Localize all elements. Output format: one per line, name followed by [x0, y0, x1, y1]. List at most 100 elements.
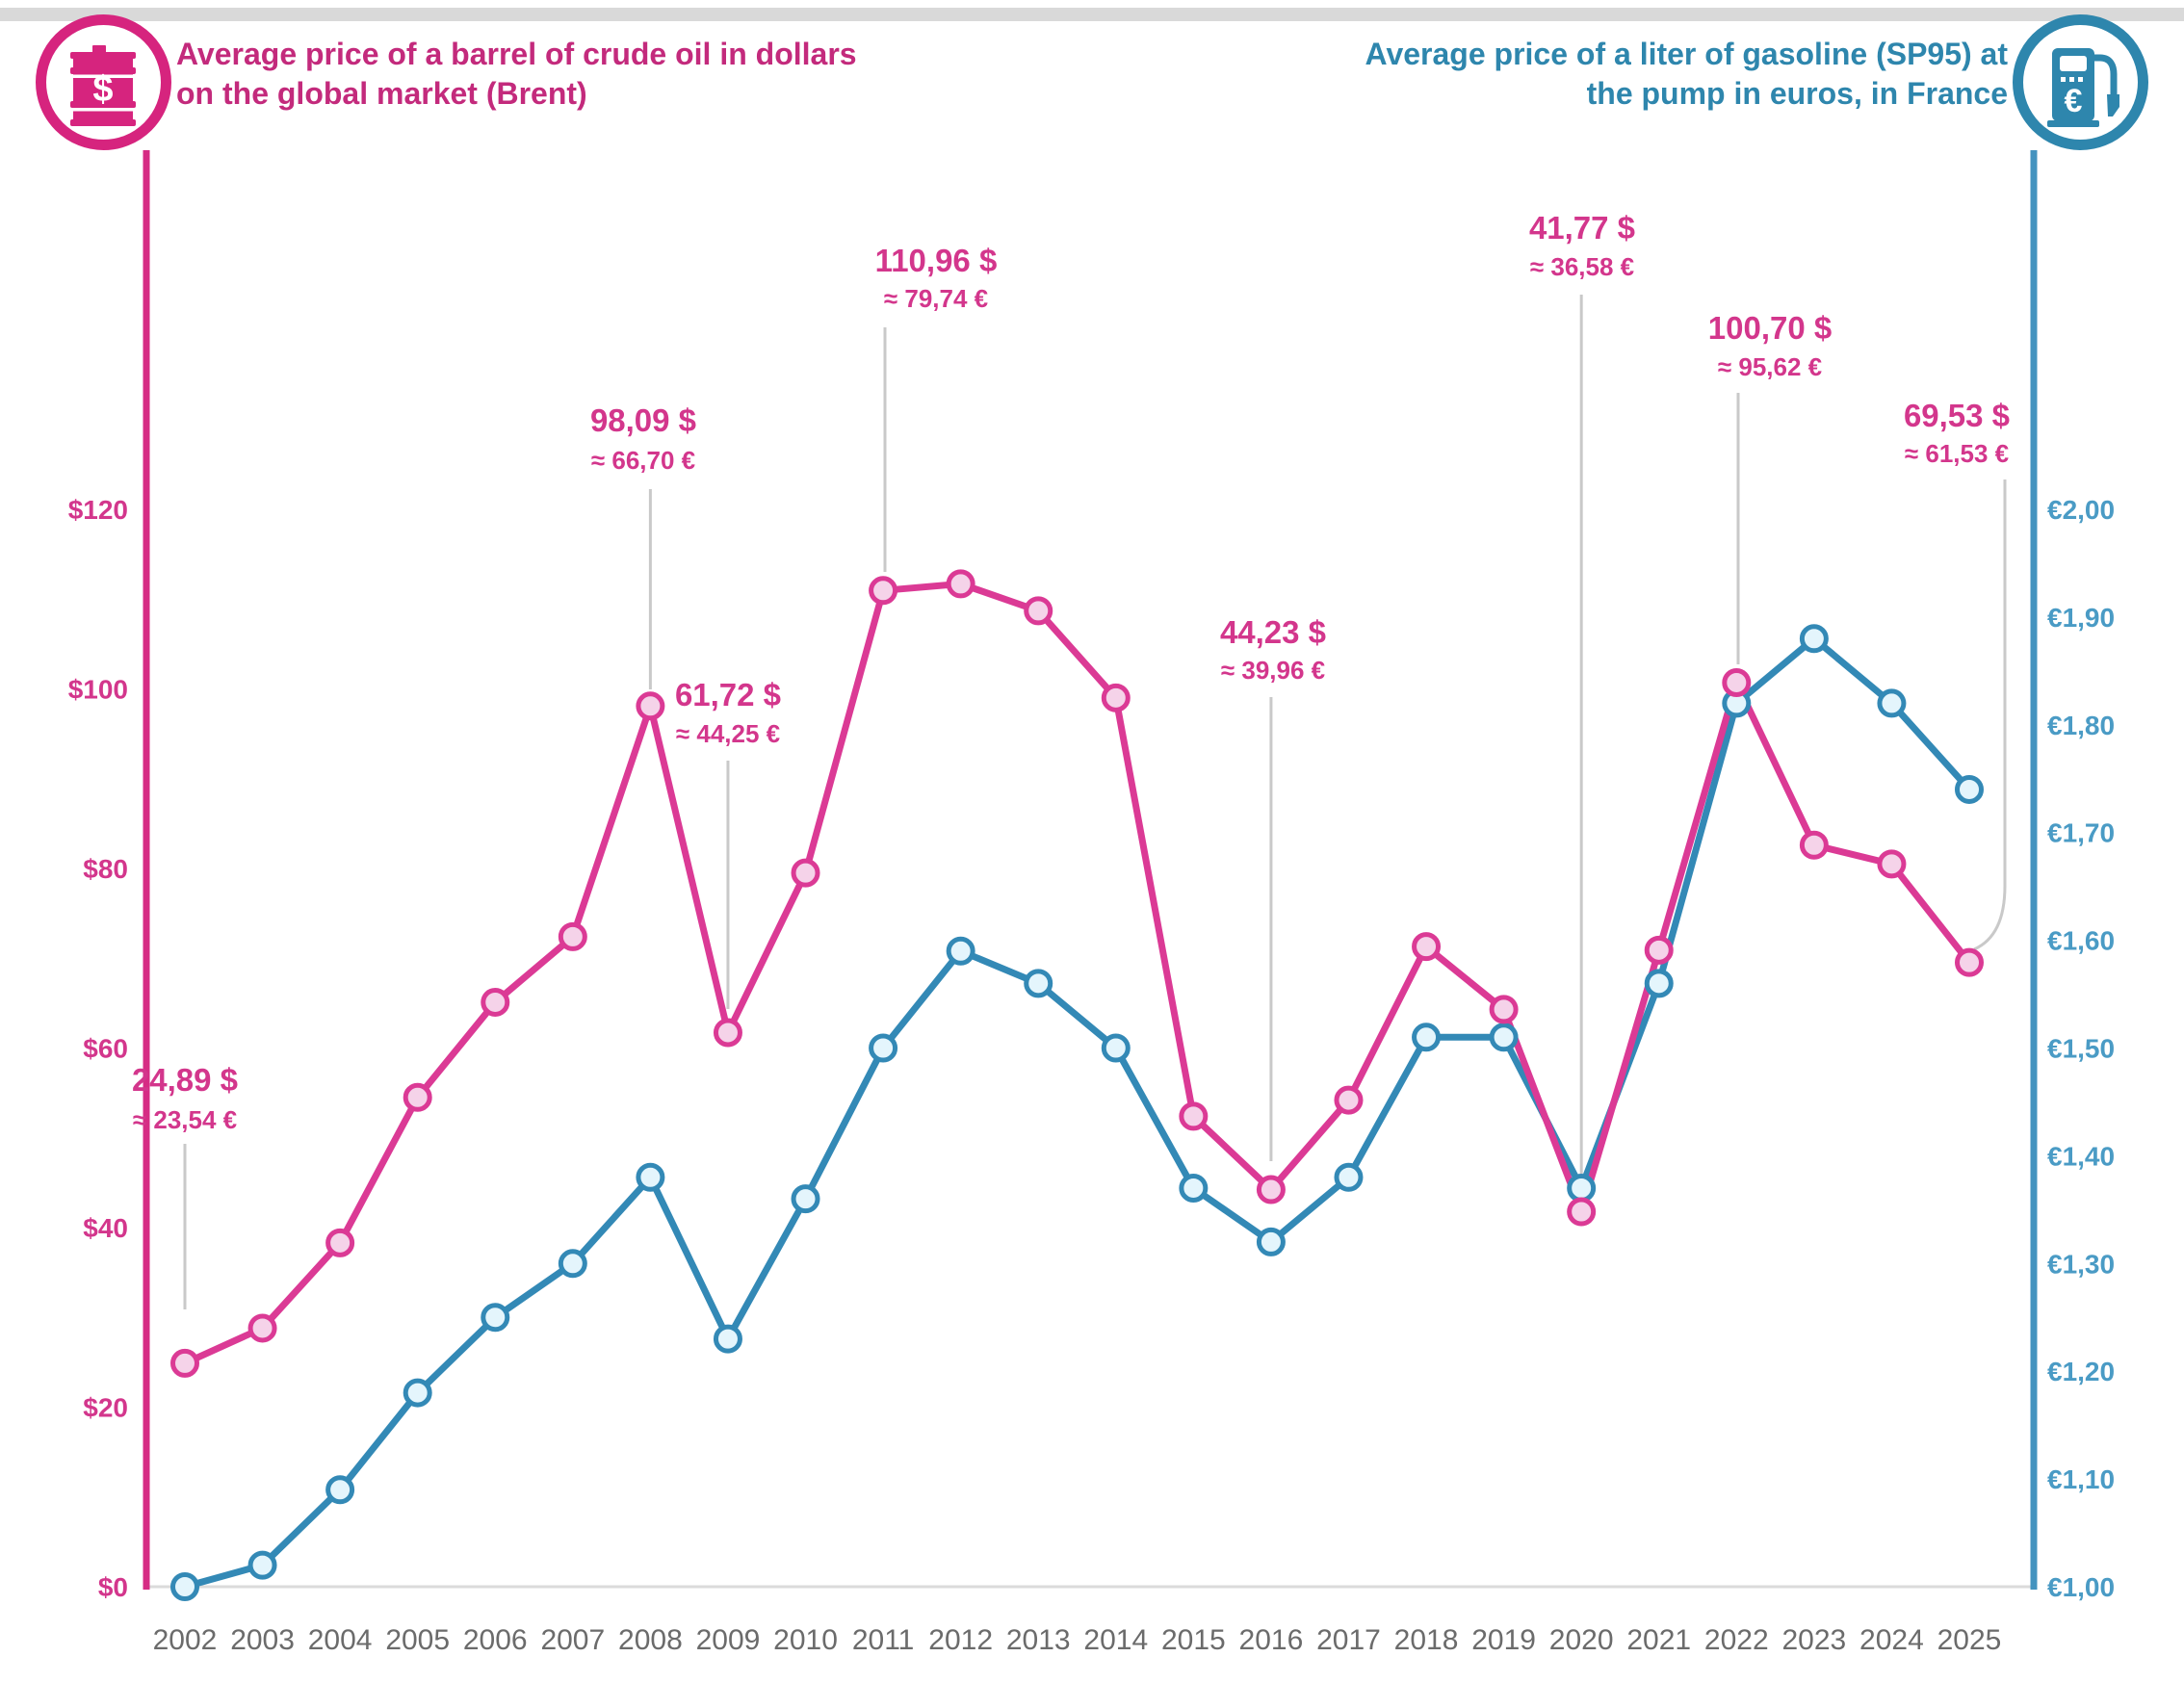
oil-barrel-badge: $ — [36, 14, 171, 150]
gasoline-title: Average price of a liter of gasoline (SP… — [1365, 35, 2008, 114]
annotation-usd-value: 69,53 $ — [1904, 398, 2010, 433]
year-label: 2006 — [463, 1624, 528, 1656]
oil-barrel-icon: $ — [70, 45, 136, 126]
gasoline-data-point — [946, 936, 975, 966]
annotation-usd-value: 44,23 $ — [1220, 614, 1326, 650]
year-label: 2011 — [852, 1624, 915, 1656]
gasoline-data-point — [403, 1378, 432, 1408]
annotation-eur-value: ≈ 95,62 € — [1718, 352, 1822, 381]
annotation-eur-value: ≈ 39,96 € — [1221, 656, 1325, 685]
euro-tick-label: €1,40 — [2047, 1141, 2115, 1171]
brent-data-point — [403, 1082, 432, 1112]
top-edge-strip — [0, 8, 2184, 21]
year-label: 2015 — [1161, 1624, 1226, 1656]
annotation-usd-value: 98,09 $ — [590, 402, 696, 438]
gasoline-title-line1: Average price of a liter of gasoline (SP… — [1365, 37, 2008, 71]
gasoline-data-point — [1955, 774, 1984, 804]
brent-data-point — [1256, 1175, 1286, 1204]
annotation-usd-value: 41,77 $ — [1529, 210, 1635, 246]
annotation-eur-value: ≈ 61,53 € — [1905, 439, 2009, 468]
annotation-eur-value: ≈ 79,74 € — [884, 284, 988, 313]
year-label: 2012 — [928, 1624, 993, 1656]
year-label: 2024 — [1859, 1624, 1924, 1656]
brent-data-point — [1101, 683, 1131, 712]
fuel-pump-badge: € — [2013, 14, 2148, 150]
year-label: 2010 — [773, 1624, 838, 1656]
brent-data-point — [1179, 1101, 1209, 1131]
euro-tick-label: €1,80 — [2047, 711, 2115, 740]
brent-data-point — [1955, 947, 1984, 977]
dollar-tick-label: $120 — [68, 495, 128, 525]
year-label: 2003 — [230, 1624, 295, 1656]
brent-data-point — [946, 569, 975, 599]
gasoline-data-point — [558, 1249, 587, 1279]
brent-data-point — [1412, 932, 1442, 962]
euro-tick-label: €1,20 — [2047, 1357, 2115, 1386]
euro-tick-label: €1,70 — [2047, 818, 2115, 848]
brent-data-point — [170, 1348, 199, 1378]
brent-data-point — [869, 576, 898, 606]
brent-data-point — [713, 1018, 742, 1048]
year-label: 2022 — [1704, 1624, 1769, 1656]
annotation-usd-value: 110,96 $ — [875, 243, 998, 278]
euro-tick-label: €1,00 — [2047, 1572, 2115, 1602]
brent-series-line — [183, 580, 1972, 1367]
brent-data-point — [1877, 849, 1907, 879]
gasoline-data-point — [636, 1162, 665, 1192]
gasoline-data-point — [247, 1550, 277, 1580]
brent-data-point — [1024, 596, 1053, 626]
brent-data-point — [1799, 830, 1829, 860]
gasoline-data-point — [1024, 969, 1053, 998]
year-label: 2021 — [1626, 1624, 1691, 1656]
gasoline-data-point — [1489, 1023, 1519, 1052]
gasoline-data-point — [1179, 1173, 1209, 1203]
brent-data-point — [791, 858, 820, 888]
gasoline-data-point — [1256, 1227, 1286, 1256]
annotation-eur-value: ≈ 66,70 € — [591, 446, 695, 475]
year-label: 2005 — [385, 1624, 450, 1656]
year-label: 2023 — [1781, 1624, 1846, 1656]
annotation-eur-value: ≈ 44,25 € — [676, 719, 780, 748]
gasoline-series-line — [184, 634, 1972, 1591]
gasoline-data-point — [1101, 1033, 1131, 1063]
dollar-tick-label: $60 — [83, 1034, 128, 1064]
gasoline-data-point — [325, 1475, 355, 1505]
year-label: 2019 — [1471, 1624, 1536, 1656]
gasoline-data-point — [869, 1033, 898, 1063]
year-label: 2025 — [1937, 1624, 2002, 1656]
brent-data-point — [247, 1313, 277, 1343]
euro-tick-label: €1,10 — [2047, 1464, 2115, 1494]
gasoline-data-point — [481, 1303, 510, 1333]
euro-tick-label: €1,60 — [2047, 926, 2115, 956]
gasoline-data-point — [1334, 1162, 1364, 1192]
year-label: 2014 — [1083, 1624, 1148, 1656]
brent-data-point — [481, 987, 510, 1017]
year-label: 2017 — [1316, 1624, 1381, 1656]
year-label: 2020 — [1549, 1624, 1614, 1656]
brent-data-point — [558, 921, 587, 951]
gasoline-data-point — [791, 1184, 820, 1214]
year-label: 2018 — [1394, 1624, 1459, 1656]
annotation-eur-value: ≈ 36,58 € — [1530, 252, 1634, 281]
brent-title-line2: on the global market (Brent) — [176, 76, 587, 111]
annotation-usd-value: 24,89 $ — [132, 1062, 238, 1098]
brent-data-point — [325, 1228, 355, 1257]
euro-tick-label: €1,90 — [2047, 603, 2115, 633]
dollar-glyph: $ — [92, 69, 113, 110]
euro-tick-label: €1,50 — [2047, 1034, 2115, 1064]
annotation-callout-line — [1973, 479, 2007, 951]
gasoline-data-point — [1799, 624, 1829, 654]
euro-tick-label: €2,00 — [2047, 495, 2115, 525]
gasoline-data-point — [1644, 969, 1674, 998]
gasoline-data-point — [1877, 688, 1907, 718]
brent-data-point — [1489, 995, 1519, 1024]
gasoline-data-point — [1567, 1173, 1597, 1203]
gasoline-title-line2: the pump in euros, in France — [1586, 76, 2008, 111]
year-label: 2013 — [1006, 1624, 1071, 1656]
dollar-tick-label: $0 — [98, 1572, 128, 1602]
dollar-tick-label: $80 — [83, 854, 128, 884]
brent-data-point — [636, 691, 665, 721]
dollar-tick-label: $100 — [68, 675, 128, 705]
gasoline-data-point — [713, 1324, 742, 1354]
